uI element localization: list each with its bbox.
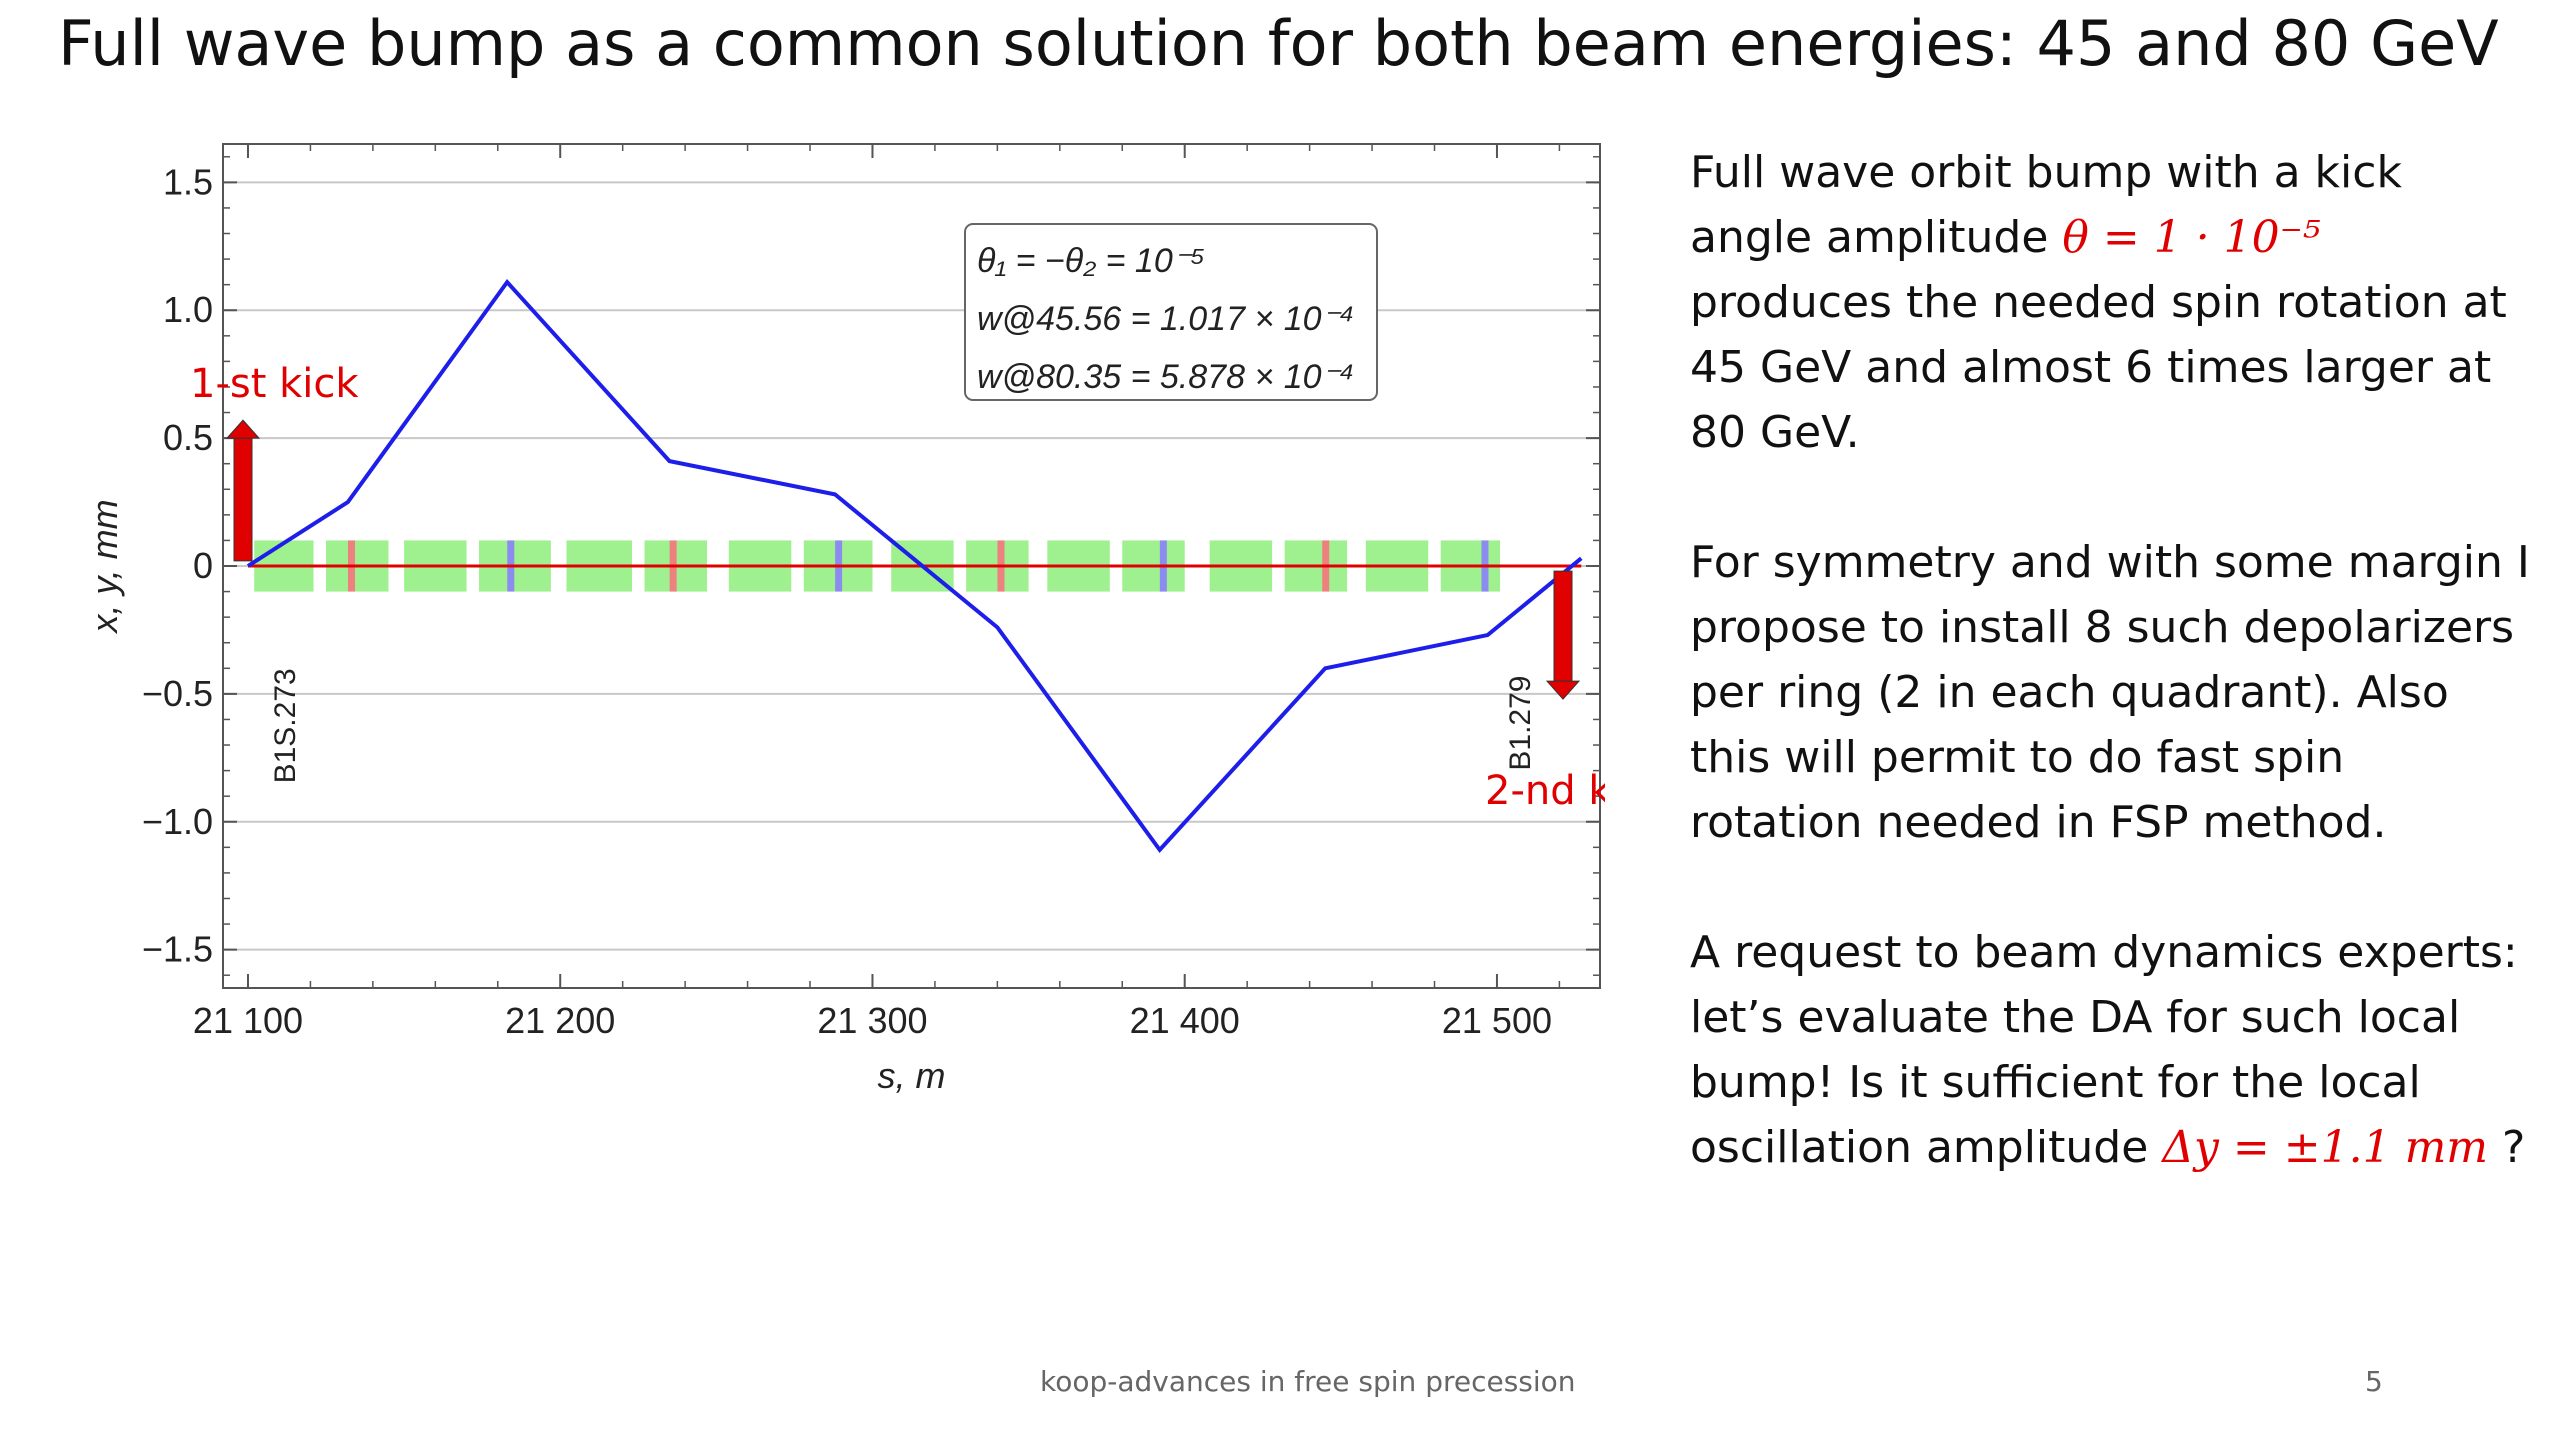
x-tick-label: 21 300	[817, 1000, 927, 1041]
y-tick-label: 0.5	[163, 417, 213, 458]
series-line	[246, 278, 1583, 854]
x-tick-label: 21 200	[505, 1000, 615, 1041]
page-number: 5	[2365, 1365, 2383, 1398]
x-tick-label: 21 500	[1442, 1000, 1552, 1041]
y-tick-label: −0.5	[142, 673, 213, 714]
second-kick-label: 2-nd kick	[1485, 768, 1605, 814]
footer-text: koop-advances in free spin precession	[1040, 1365, 1576, 1398]
paragraph-bump-text-a: Full wave orbit bump with a kick angle a…	[1690, 147, 2402, 263]
y-axis-label: x, y, mm	[85, 499, 125, 634]
y-tick-label: −1.0	[142, 801, 213, 842]
arrow-head	[1545, 680, 1581, 700]
paragraph-bump-text-b: produces the needed spin rotation at 45 …	[1690, 277, 2507, 458]
chart-svg: 1.5 1.0 0.5 0 −0.5 −1.0 −1.5 21 100 21 200 21 300…	[85, 143, 1605, 1096]
legend-frame	[964, 223, 1378, 401]
explanation-text: Full wave orbit bump with a kick angle a…	[1690, 140, 2530, 1245]
paragraph-request: A request to beam dynamics experts: let’…	[1690, 920, 2530, 1180]
kick-angle-formula: θ = 1 · 10⁻⁵	[2062, 212, 2321, 263]
right-marker-label: B1.279	[1504, 676, 1537, 771]
second-kick-arrow	[1545, 570, 1581, 700]
y-tick-label: −1.5	[142, 929, 213, 970]
orbit-bump-chart: 1.5 1.0 0.5 0 −0.5 −1.0 −1.5 21 100 21 200 21 300…	[85, 138, 1605, 1098]
x-tick-label: 21 100	[193, 1000, 303, 1041]
first-kick-label: 1-st kick	[190, 361, 359, 407]
amplitude-formula: Δy = ±1.1 mm	[2162, 1122, 2489, 1173]
y-tick-label: 1.0	[163, 289, 213, 330]
paragraph-request-text-b: ?	[2488, 1122, 2526, 1173]
x-axis-label: s, m	[878, 1055, 946, 1096]
first-kick-arrow	[225, 419, 261, 562]
legend-line-w45: w@45.56 = 1.017 × 10⁻⁴	[977, 300, 1354, 338]
arrow-shaft	[1553, 570, 1573, 682]
slide-title: Full wave bump as a common solution for …	[58, 7, 2499, 80]
y-tick-label: 0	[193, 545, 213, 586]
paragraph-request-text-a: A request to beam dynamics experts: let’…	[1690, 927, 2518, 1173]
legend-line-theta: θ₁ = −θ₂ = 10⁻⁵	[977, 242, 1205, 280]
paragraph-bump: Full wave orbit bump with a kick angle a…	[1690, 140, 2530, 465]
y-tick-label: 1.5	[163, 161, 213, 202]
series-group	[246, 278, 1583, 854]
axis-ticks	[223, 144, 1600, 988]
legend-box: θ₁ = −θ₂ = 10⁻⁵ w@45.56 = 1.017 × 10⁻⁴ w…	[964, 223, 1378, 401]
left-marker-label: B1S.273	[269, 668, 302, 783]
arrow-shaft	[233, 437, 253, 562]
arrow-head	[225, 419, 261, 439]
x-tick-label: 21 400	[1130, 1000, 1240, 1041]
paragraph-symmetry: For symmetry and with some margin I prop…	[1690, 537, 2530, 848]
legend-line-w80: w@80.35 = 5.878 × 10⁻⁴	[977, 358, 1354, 396]
tick-labels: 1.5 1.0 0.5 0 −0.5 −1.0 −1.5 21 100 21 200 21 300…	[142, 161, 1552, 1041]
